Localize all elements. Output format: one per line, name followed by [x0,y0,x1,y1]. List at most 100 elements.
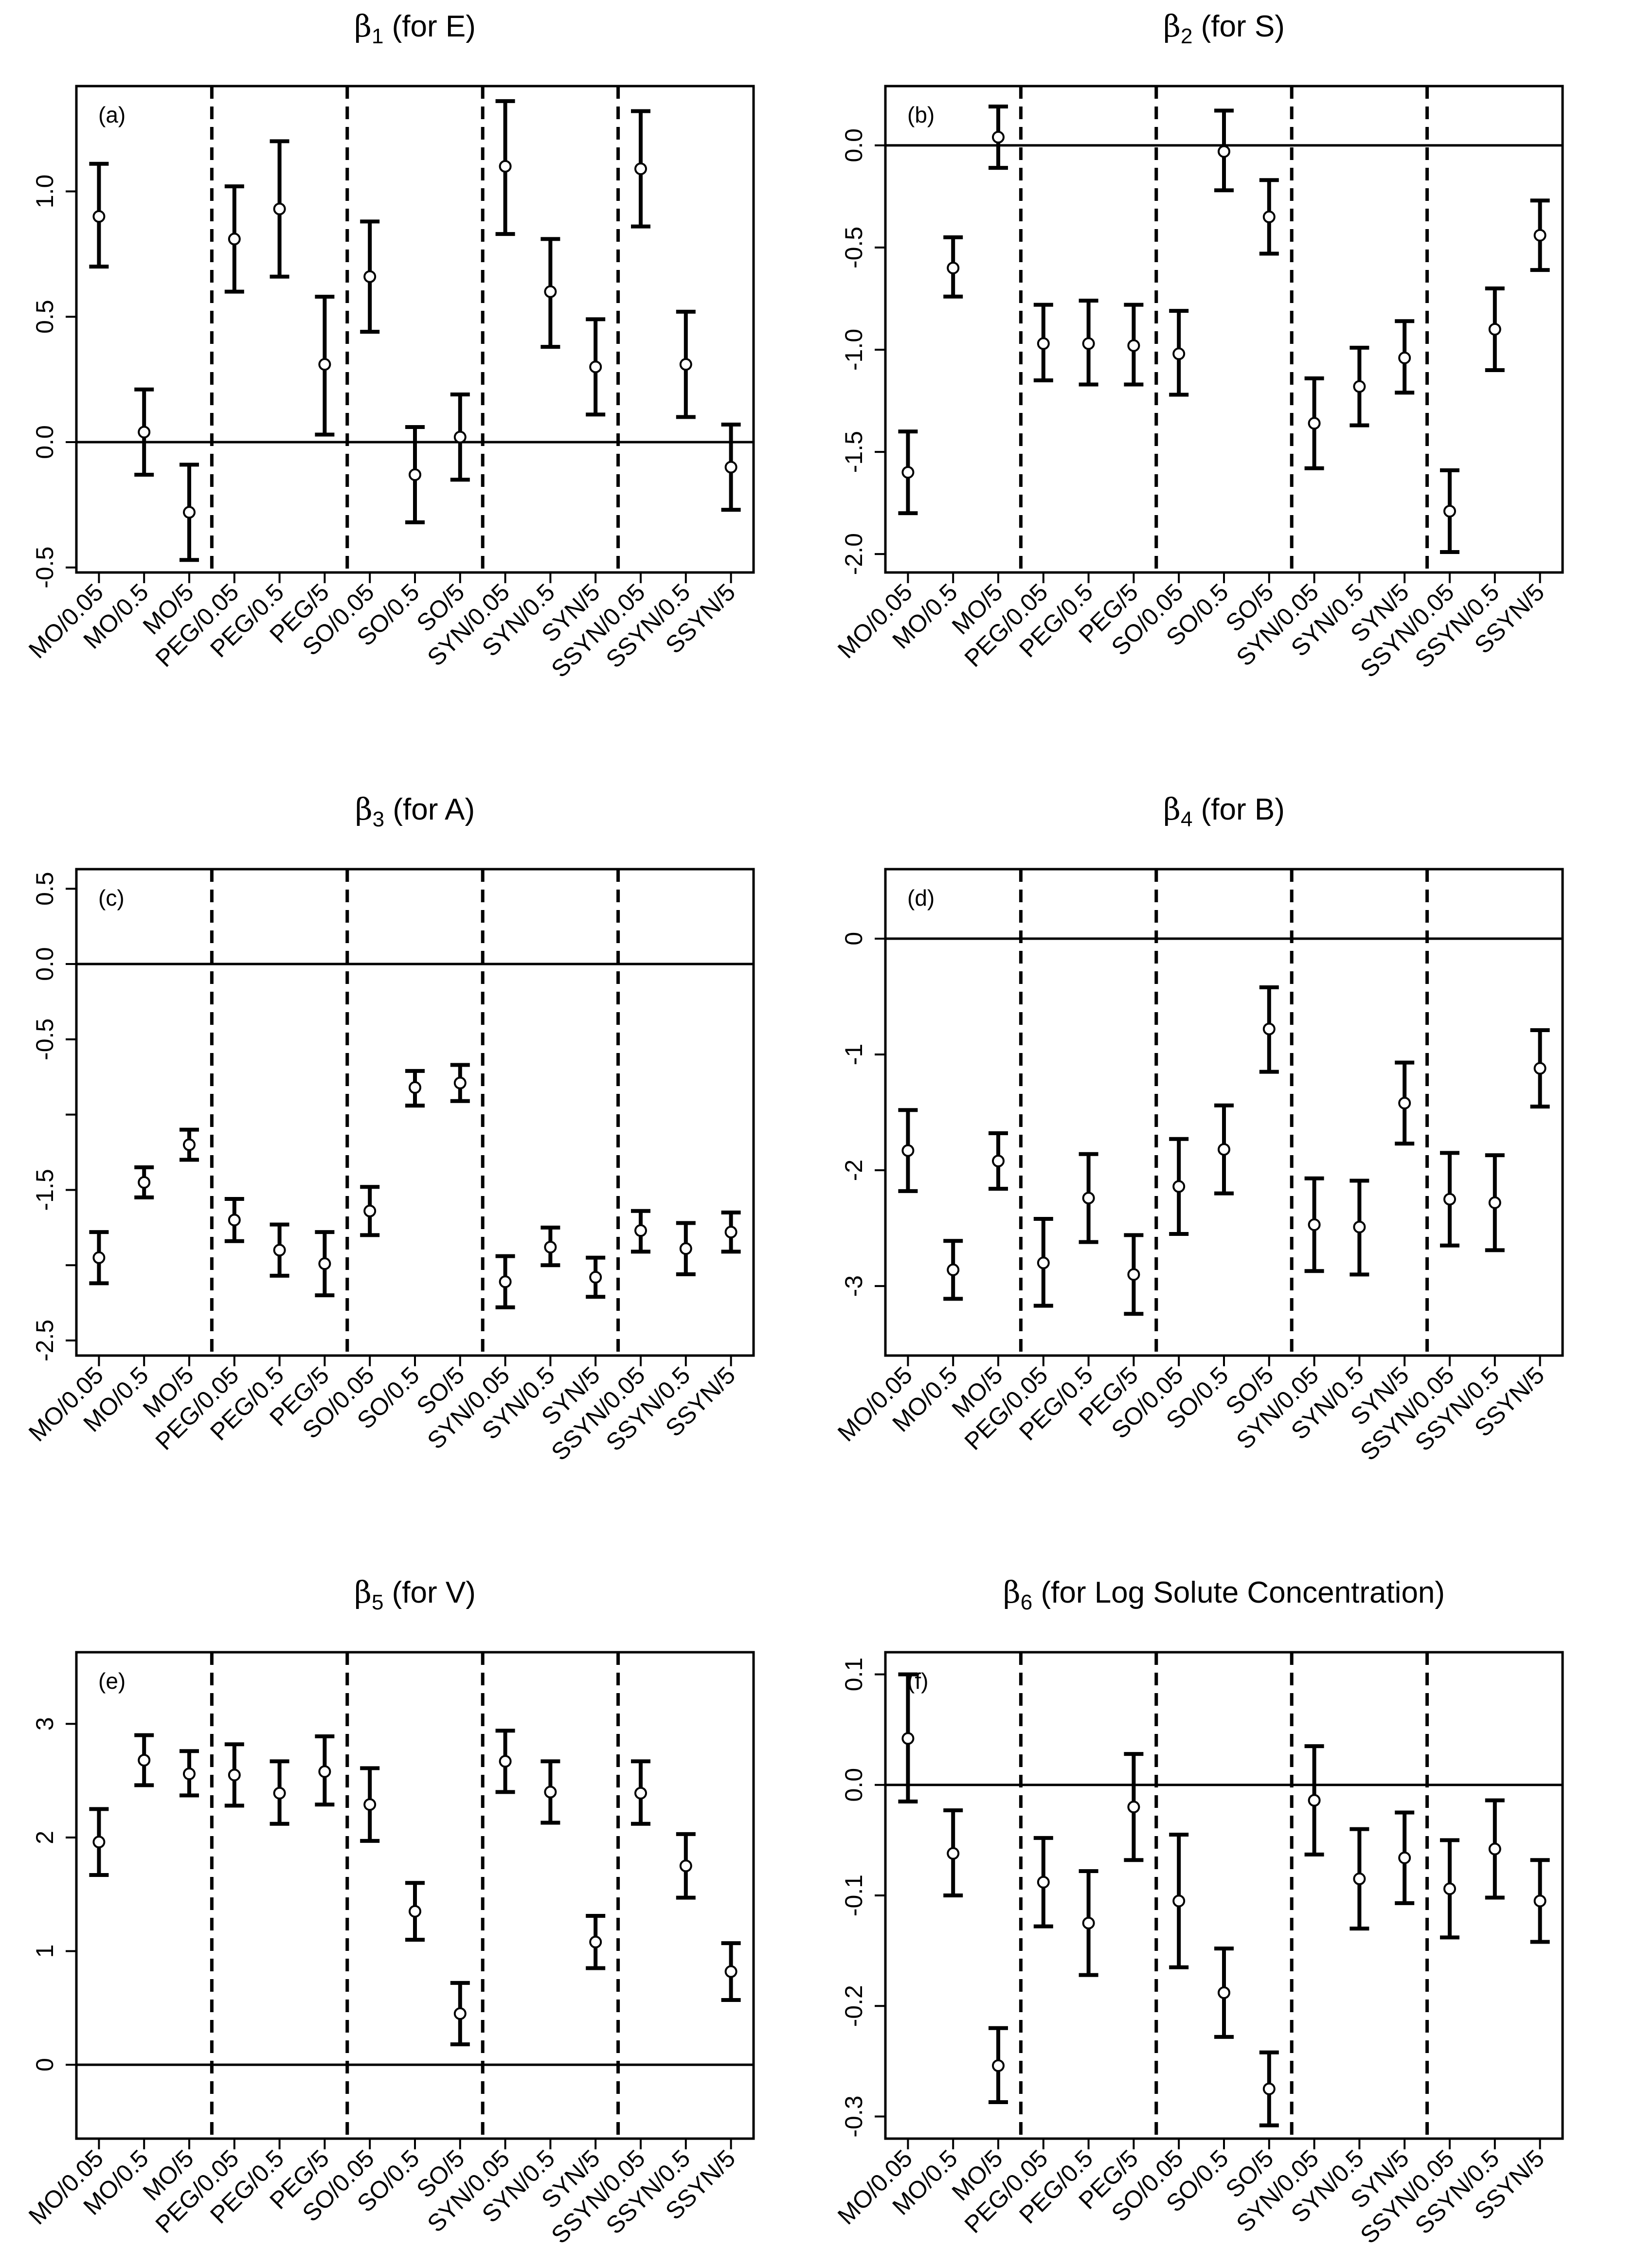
error-bar [1124,303,1144,387]
data-point [453,430,467,444]
data-point [947,261,960,274]
data-point [499,1755,512,1768]
data-point [544,1241,557,1254]
y-tick-label: -0.5 [31,1018,58,1060]
error-bar [1349,1827,1369,1931]
title-text: (for Log Solute Concentration) [1032,1576,1445,1609]
error-bar [224,184,244,294]
error-bar [1169,309,1189,397]
error-bar [586,1914,606,1970]
data-point [1353,380,1366,393]
error-bar [1214,1947,1234,2039]
data-point [1262,2082,1276,2095]
error-bar [405,1069,425,1108]
data-point [679,358,692,371]
y-tick-label: 1 [31,1945,58,1958]
data-point [992,2059,1005,2072]
error-bar [270,139,289,279]
error-bar [1530,198,1550,272]
data-point [1398,351,1411,364]
y-tick-label: 0.0 [840,128,867,162]
title-text: (for E) [383,10,475,43]
error-bar [1485,1153,1505,1252]
error-bar [943,235,963,299]
error-bar [898,1672,918,1804]
error-bar [898,1108,918,1193]
data-point [1127,1268,1140,1281]
title-text: (for V) [383,1576,475,1609]
data-point [1172,347,1186,360]
data-point [409,468,421,481]
error-bar [1124,1752,1144,1862]
error-bar [540,237,560,349]
data-point [318,358,331,371]
data-point [1533,1062,1547,1075]
data-point [589,360,602,374]
data-point [947,1263,960,1276]
error-bar [1440,1151,1459,1248]
data-point [318,1257,331,1270]
title-subscript: 3 [373,807,384,831]
beta-symbol: β [1163,8,1181,44]
data-point [1082,337,1095,350]
y-tick-label: -2.0 [840,533,867,575]
data-point [363,1204,377,1217]
error-bar [495,99,515,236]
data-point [138,1176,151,1189]
data-point [183,1768,196,1780]
error-bar [134,387,154,477]
data-point [273,1786,286,1800]
error-bar [1485,286,1505,373]
error-bar [989,2026,1008,2104]
error-bar [315,1734,335,1807]
data-point [1218,1986,1230,1999]
y-tick-label: -1 [840,1044,867,1065]
error-bar [1033,1836,1053,1929]
y-tick-label: -0.3 [840,2095,867,2137]
panel-f: β6 (for Log Solute Concentration) (f) -0.3… [832,1574,1564,2249]
error-bar [315,294,335,437]
data-point [901,466,915,479]
error-bar [1033,1217,1053,1308]
data-point [138,1753,151,1767]
error-bar [1395,1060,1415,1146]
data-point [544,1786,557,1799]
y-tick-label: 0.5 [31,300,58,334]
y-tick-label: -1.0 [840,329,867,371]
data-point [1262,1022,1276,1036]
data-point [453,2007,467,2020]
data-point [363,270,377,283]
error-bar [134,1733,154,1787]
data-point [992,1155,1005,1167]
error-bar [1079,299,1098,387]
title-text: (for A) [384,793,475,826]
data-point [1082,1916,1095,1929]
data-point [499,1275,512,1288]
data-point [901,1144,915,1157]
error-bar [631,109,650,229]
data-point [1218,145,1230,158]
error-bar [1033,303,1053,383]
error-bar [631,1209,650,1254]
error-bar [405,1881,425,1942]
y-tick-label: 0.0 [840,1768,867,1802]
error-bar [270,1222,289,1278]
y-tick-label: 0.1 [840,1658,867,1692]
data-point [589,1935,602,1948]
data-point [92,210,106,223]
data-point [1037,1875,1050,1889]
data-point [499,160,512,173]
data-point [1127,339,1140,352]
title-subscript: 6 [1021,1590,1032,1614]
beta-symbol: β [1163,791,1181,827]
y-tick-label: -2 [840,1160,867,1181]
data-point [273,1244,286,1257]
error-bar [898,429,918,516]
data-point [228,1768,241,1782]
error-bar [721,1941,741,2002]
error-bar [450,1981,470,2047]
data-point [1037,337,1050,350]
title-subscript: 1 [372,24,383,48]
error-bar [1079,1869,1098,1977]
data-point [409,1081,421,1094]
